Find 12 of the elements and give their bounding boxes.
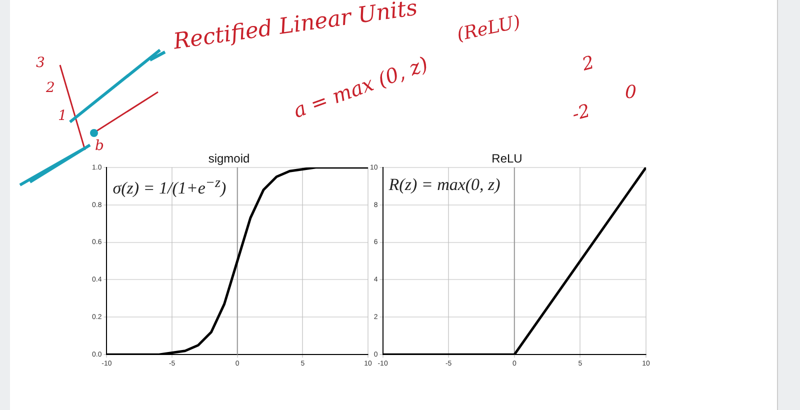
annotation: σ(z) = 1/(1+e$^{−z}$) — [112, 175, 226, 200]
text: -2 — [570, 100, 592, 126]
chart-title: ReLU — [492, 152, 522, 166]
text: b — [95, 138, 104, 154]
text: (ReLU) — [455, 12, 522, 46]
annotation: R(z) = max(0, z) — [388, 175, 500, 196]
text: 1 — [58, 108, 67, 124]
text: 3 — [36, 55, 45, 71]
text: 0 — [625, 82, 636, 103]
text: 2 — [46, 80, 55, 96]
chart-title: sigmoid — [208, 152, 250, 166]
text: 2 — [580, 52, 596, 76]
